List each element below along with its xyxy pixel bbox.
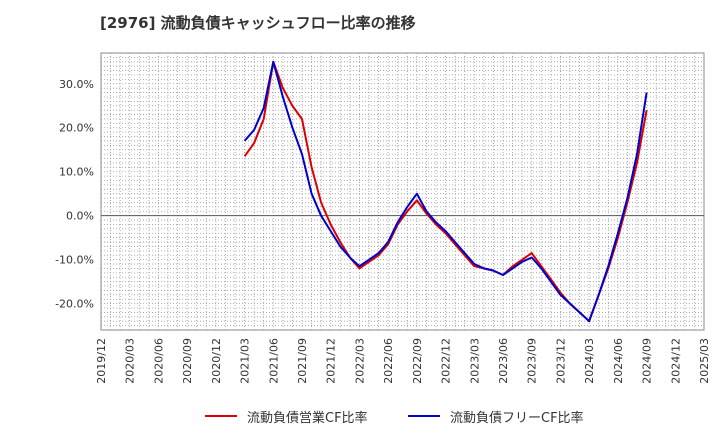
x-tick-label: 2024/03 [583,338,596,384]
plot-area [100,52,705,331]
x-tick-label: 2024/06 [612,338,625,384]
series-line-free-cf [243,60,648,323]
x-tick-label: 2021/06 [267,338,280,384]
x-tick-label: 2024/09 [641,338,654,384]
x-tick-label: 2019/12 [95,338,108,384]
y-tick-label: -20.0% [55,298,94,311]
grid-lines [101,53,704,330]
x-tick-label: 2020/09 [181,338,194,384]
y-tick-label: 20.0% [59,122,94,135]
legend-item-free-cf: 流動負債フリーCF比率 [408,404,584,428]
x-tick-label: 2025/03 [698,338,711,384]
x-tick-label: 2020/12 [210,338,223,384]
y-tick-label: 30.0% [59,78,94,91]
y-tick-labels: 30.0% 20.0% 10.0% 0.0% -10.0% -20.0% [55,78,94,311]
x-tick-labels: 2019/12 2020/03 2020/06 2020/09 2020/12 2021/… [95,338,711,384]
y-tick-label: 10.0% [59,166,94,179]
x-tick-label: 2020/06 [152,338,165,384]
y-tick-label: -10.0% [55,254,94,267]
x-tick-label: 2021/12 [325,338,338,384]
series-lines [243,60,648,323]
legend-item-operating-cf: 流動負債営業CF比率 [205,404,368,428]
legend: 流動負債営業CF比率 流動負債フリーCF比率 [0,404,720,428]
x-tick-label: 2023/06 [497,338,510,384]
chart-title: [2976] 流動負債キャッシュフロー比率の推移 [100,14,416,32]
x-tick-label: 2023/09 [526,338,539,384]
x-tick-label: 2022/12 [440,338,453,384]
x-tick-label: 2022/03 [353,338,366,384]
legend-swatch-operating-cf [205,415,237,417]
x-tick-label: 2022/06 [382,338,395,384]
x-tick-label: 2021/09 [296,338,309,384]
legend-label-free-cf: 流動負債フリーCF比率 [450,410,584,426]
x-tick-label: 2020/03 [124,338,137,384]
y-tick-label: 0.0% [66,210,94,223]
x-tick-label: 2024/12 [669,338,682,384]
x-tick-label: 2021/03 [239,338,252,384]
legend-swatch-free-cf [408,415,440,417]
legend-label-operating-cf: 流動負債営業CF比率 [247,410,368,426]
x-tick-label: 2023/12 [554,338,567,384]
x-tick-label: 2023/03 [468,338,481,384]
x-tick-label: 2022/09 [411,338,424,384]
